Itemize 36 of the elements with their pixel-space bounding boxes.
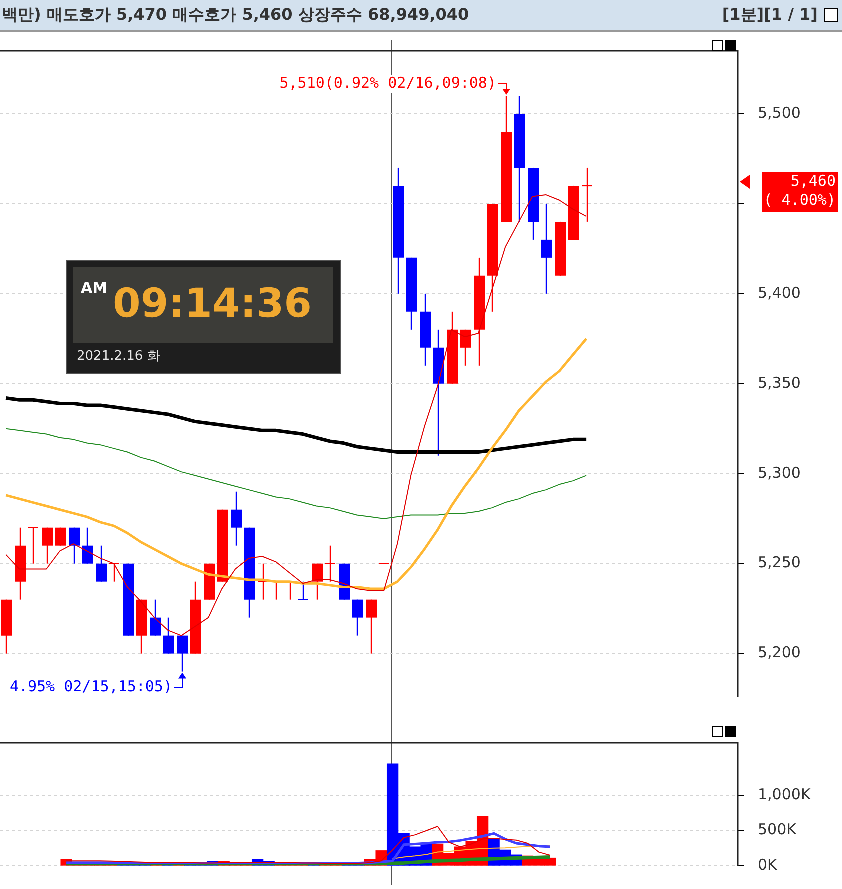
candlestick bbox=[582, 167, 594, 223]
annotation: AM bbox=[81, 279, 108, 297]
annotation: 2021.2.16 화 bbox=[77, 348, 160, 365]
annotation: 5,510(0.92% 02/16,09:08) bbox=[280, 74, 496, 92]
candlestick bbox=[258, 563, 270, 600]
candlestick bbox=[366, 599, 378, 654]
y-tick-label: 5,200 bbox=[758, 644, 801, 662]
y-tick-label: 1,000K bbox=[758, 786, 812, 804]
y-tick-label: 5,500 bbox=[758, 104, 801, 122]
candlestick bbox=[324, 545, 336, 582]
candlestick bbox=[82, 527, 94, 564]
candlestick bbox=[70, 527, 80, 564]
y-tick-label: 5,350 bbox=[758, 374, 801, 392]
candlestick bbox=[352, 599, 364, 636]
candlestick bbox=[298, 581, 310, 600]
text: 5,460 ( 4.00%) bbox=[764, 172, 836, 209]
y-tick-label: 5,400 bbox=[758, 284, 801, 302]
candlestick bbox=[460, 329, 472, 367]
chart-title: 백만) 매도호가 5,470 매수호가 5,460 상장주수 68,949,040 bbox=[2, 5, 470, 26]
y-tick-label: 500K bbox=[758, 820, 798, 839]
annotation: 09:14:36 bbox=[113, 281, 312, 327]
annotation: 4.95% 02/15,15:05) bbox=[10, 678, 172, 696]
candlestick bbox=[150, 599, 162, 636]
candlestick bbox=[96, 545, 108, 582]
text: [1분][1 / 1] bbox=[722, 5, 818, 26]
candlestick bbox=[312, 563, 324, 600]
candlestick bbox=[42, 527, 54, 564]
candlestick bbox=[542, 203, 552, 295]
y-tick-label: 5,300 bbox=[758, 464, 801, 482]
y-tick-label: 5,250 bbox=[758, 554, 801, 572]
candlestick bbox=[56, 527, 66, 546]
y-tick-label: 0K bbox=[758, 856, 779, 874]
candlestick bbox=[28, 527, 40, 564]
candlestick bbox=[164, 617, 174, 654]
candlestick bbox=[108, 563, 120, 582]
candlestick bbox=[232, 491, 242, 546]
